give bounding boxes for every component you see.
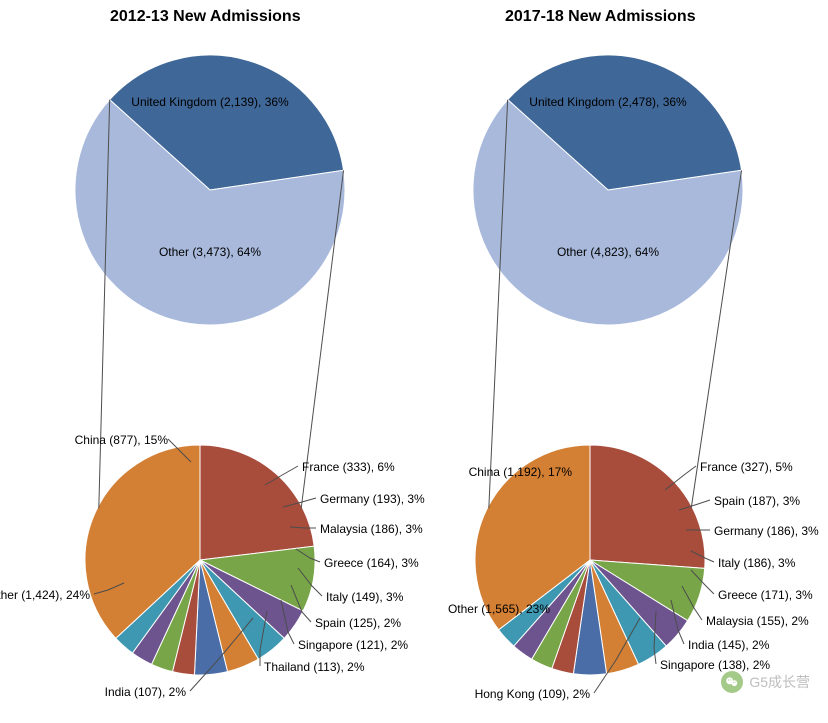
slice-label: France (327), 5%: [700, 460, 793, 474]
chart-canvas: 2012-13 New Admissions2017-18 New Admiss…: [0, 0, 828, 723]
slice-label: Germany (186), 3%: [714, 524, 819, 538]
slice-label: Other (1,565), 23%: [448, 602, 550, 616]
slice-label: Italy (186), 3%: [718, 556, 795, 570]
slice-label: India (107), 2%: [105, 685, 186, 699]
slice-label: Other (4,823), 64%: [557, 245, 659, 259]
slice-label: Germany (193), 3%: [320, 492, 425, 506]
slice-label: Greece (164), 3%: [324, 556, 419, 570]
slice-label: Spain (187), 3%: [714, 494, 800, 508]
watermark: G5成长营: [721, 671, 810, 693]
slice-label: Singapore (121), 2%: [298, 638, 408, 652]
slice-label: Malaysia (186), 3%: [320, 522, 423, 536]
slice-label: Singapore (138), 2%: [660, 658, 770, 672]
slice-label: United Kingdom (2,478), 36%: [529, 95, 686, 109]
pie-slice: [590, 445, 705, 568]
slice-label: China (877), 15%: [75, 433, 168, 447]
slice-label: Hong Kong (109), 2%: [475, 687, 590, 701]
slice-label: France (333), 6%: [302, 460, 395, 474]
slice-label: Italy (149), 3%: [326, 590, 403, 604]
slice-label: Greece (171), 3%: [718, 588, 813, 602]
slice-label: United Kingdom (2,139), 36%: [131, 95, 288, 109]
slice-label: Spain (125), 2%: [315, 616, 401, 630]
slice-label: Other (1,424), 24%: [0, 588, 90, 602]
slice-label: India (145), 2%: [688, 638, 769, 652]
slice-label: China (1,192), 17%: [469, 465, 572, 479]
slice-label: Other (3,473), 64%: [159, 245, 261, 259]
wechat-icon: [721, 671, 743, 693]
slice-label: Thailand (113), 2%: [264, 660, 365, 674]
slice-label: Malaysia (155), 2%: [706, 614, 809, 628]
watermark-text: G5成长营: [749, 672, 810, 692]
